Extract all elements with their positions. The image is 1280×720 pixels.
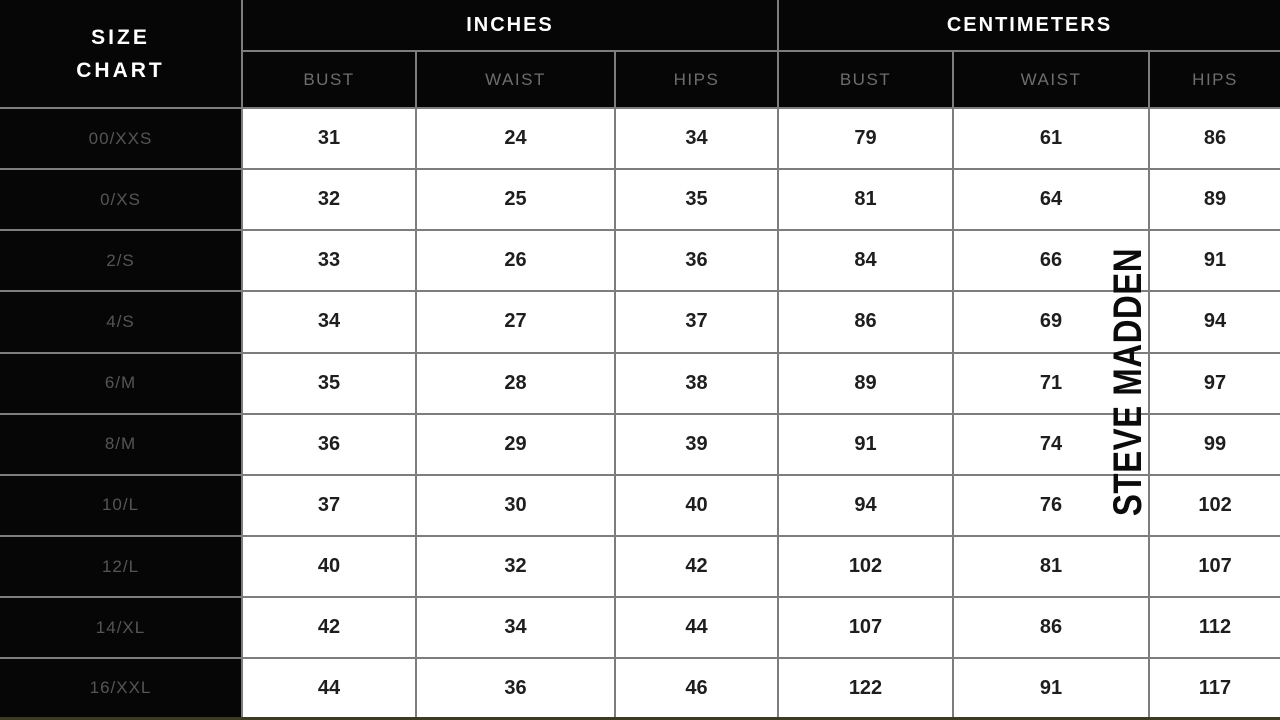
measurement-cell: 122: [778, 658, 954, 717]
measurement-cell: 30: [416, 474, 616, 537]
measurement-cell: 107: [778, 597, 954, 660]
table-row: 6/M 35 28 38 89 71 97: [0, 352, 1280, 415]
measurement-cell: 31: [242, 108, 417, 171]
measurement-cell: 107: [1149, 535, 1280, 599]
size-label-cell: 16/XXL: [0, 658, 243, 717]
table-row: 10/L 37 30 40 94 76 102: [0, 474, 1280, 537]
inches-waist-header: WAIST: [416, 51, 616, 109]
measurement-cell: 24: [416, 108, 616, 171]
measurement-cell: 76: [953, 474, 1150, 537]
measurement-cell: 91: [953, 658, 1150, 717]
measurement-cell: 99: [1149, 413, 1280, 476]
centimeters-group-header: CENTIMETERS: [778, 0, 1280, 52]
table-header: SIZE CHART INCHES CENTIMETERS BUST WAIST…: [0, 0, 1280, 109]
size-table-body: 00/XXS 31 24 34 79 61 86 0/XS 32 25 35 81 64 89 2/S 33 2…: [0, 108, 1280, 717]
measurement-cell: 71: [953, 352, 1150, 415]
measurement-cell: 89: [1149, 169, 1280, 232]
measurement-cell: 94: [1149, 291, 1280, 354]
measurement-cell: 86: [778, 291, 954, 354]
measurement-cell: 35: [242, 352, 417, 415]
measure-header-row: BUST WAIST HIPS BUST WAIST HIPS: [0, 51, 1280, 109]
measurement-cell: 42: [242, 597, 417, 660]
inches-bust-header: BUST: [242, 51, 417, 109]
size-label-cell: 8/M: [0, 413, 243, 476]
measurement-cell: 91: [1149, 230, 1280, 293]
measurement-cell: 64: [953, 169, 1150, 232]
measurement-cell: 42: [615, 535, 779, 599]
measurement-cell: 94: [778, 474, 954, 537]
centimeters-hips-header: HIPS: [1149, 51, 1280, 109]
measurement-cell: 37: [242, 474, 417, 537]
measurement-cell: 34: [242, 291, 417, 354]
size-chart-title-line1: SIZE: [91, 25, 150, 49]
measurement-cell: 39: [615, 413, 779, 476]
size-label-cell: 4/S: [0, 291, 243, 354]
measurement-cell: 112: [1149, 597, 1280, 660]
table-row: 00/XXS 31 24 34 79 61 86: [0, 108, 1280, 171]
measurement-cell: 44: [242, 658, 417, 717]
measurement-cell: 74: [953, 413, 1150, 476]
table-row: 2/S 33 26 36 84 66 91: [0, 230, 1280, 293]
size-label-cell: 10/L: [0, 474, 243, 537]
measurement-cell: 66: [953, 230, 1150, 293]
measurement-cell: 86: [953, 597, 1150, 660]
size-label-cell: 6/M: [0, 352, 243, 415]
measurement-cell: 89: [778, 352, 954, 415]
measurement-cell: 32: [242, 169, 417, 232]
unit-header-row: SIZE CHART INCHES CENTIMETERS: [0, 0, 1280, 109]
measurement-cell: 25: [416, 169, 616, 232]
table-row: 12/L 40 32 42 102 81 107: [0, 535, 1280, 599]
measurement-cell: 102: [1149, 474, 1280, 537]
measurement-cell: 81: [953, 535, 1150, 599]
measurement-cell: 36: [416, 658, 616, 717]
measurement-cell: 34: [416, 597, 616, 660]
table-row: 4/S 34 27 37 86 69 94: [0, 291, 1280, 354]
measurement-cell: 40: [615, 474, 779, 537]
measurement-cell: 38: [615, 352, 779, 415]
measurement-cell: 117: [1149, 658, 1280, 717]
measurement-cell: 84: [778, 230, 954, 293]
measurement-cell: 86: [1149, 108, 1280, 171]
size-chart-title-line2: CHART: [76, 58, 165, 82]
size-label-cell: 2/S: [0, 230, 243, 293]
size-label-cell: 12/L: [0, 535, 243, 599]
measurement-cell: 69: [953, 291, 1150, 354]
measurement-cell: 33: [242, 230, 417, 293]
measurement-cell: 46: [615, 658, 779, 717]
measurement-cell: 26: [416, 230, 616, 293]
measurement-cell: 36: [242, 413, 417, 476]
inches-hips-header: HIPS: [615, 51, 779, 109]
measurement-cell: 34: [615, 108, 779, 171]
table-row: 14/XL 42 34 44 107 86 112: [0, 597, 1280, 660]
table-row: 8/M 36 29 39 91 74 99: [0, 413, 1280, 476]
measurement-cell: 81: [778, 169, 954, 232]
measurement-cell: 79: [778, 108, 954, 171]
size-label-cell: 00/XXS: [0, 108, 243, 171]
measurement-cell: 36: [615, 230, 779, 293]
measurement-cell: 29: [416, 413, 616, 476]
measurement-cell: 61: [953, 108, 1150, 171]
table-row: 0/XS 32 25 35 81 64 89: [0, 169, 1280, 232]
size-chart-title-cell: SIZE CHART: [0, 0, 243, 109]
measurement-cell: 91: [778, 413, 954, 476]
measurement-cell: 35: [615, 169, 779, 232]
measurement-cell: 44: [615, 597, 779, 660]
measurement-cell: 28: [416, 352, 616, 415]
size-label-cell: 0/XS: [0, 169, 243, 232]
size-label-cell: 14/XL: [0, 597, 243, 660]
centimeters-bust-header: BUST: [778, 51, 954, 109]
centimeters-waist-header: WAIST: [953, 51, 1150, 109]
measurement-cell: 97: [1149, 352, 1280, 415]
table-row: 16/XXL 44 36 46 122 91 117: [0, 658, 1280, 717]
measurement-cell: 40: [242, 535, 417, 599]
measurement-cell: 27: [416, 291, 616, 354]
measurement-cell: 102: [778, 535, 954, 599]
measurement-cell: 37: [615, 291, 779, 354]
measurement-cell: 32: [416, 535, 616, 599]
inches-group-header: INCHES: [242, 0, 779, 52]
